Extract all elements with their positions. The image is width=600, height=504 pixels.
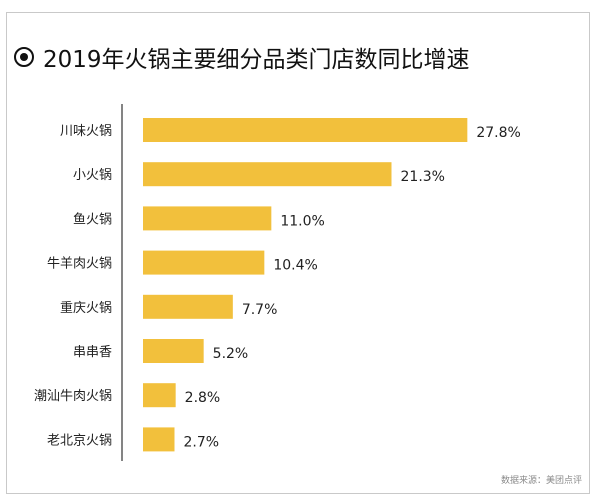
category-label: 老北京火锅 [47,432,112,448]
category-label: 川味火锅 [60,123,112,139]
bar [143,339,204,363]
source-note: 数据来源：美团点评 [500,476,582,486]
value-label: 27.8% [476,125,520,141]
category-label: 串串香 [73,345,112,360]
value-label: 5.2% [213,346,249,362]
bar [143,206,272,231]
value-label: 11.0% [280,213,324,229]
chart-frame [6,12,590,494]
category-label: 小火锅 [73,167,112,183]
value-label: 7.7% [242,302,278,318]
category-label: 潮汕牛肉火锅 [34,388,112,404]
value-label: 21.3% [401,169,445,185]
value-label: 10.4% [273,258,317,274]
value-label: 2.7% [184,434,220,450]
target-icon [14,47,34,67]
category-label: 牛羊肉火锅 [47,256,112,272]
bar [143,427,175,452]
bar [143,294,233,319]
category-label: 鱼火锅 [73,211,112,227]
bar [143,162,392,187]
bar [143,383,176,408]
value-label: 2.8% [185,390,221,406]
bar [143,118,468,142]
category-label: 重庆火锅 [60,300,112,316]
title-row: 2019年火锅主要细分品类门店数同比增速 [14,37,470,77]
chart-title: 2019年火锅主要细分品类门店数同比增速 [43,47,470,73]
bar [143,250,265,275]
